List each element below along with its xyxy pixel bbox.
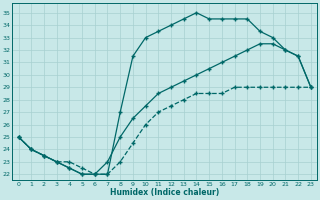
X-axis label: Humidex (Indice chaleur): Humidex (Indice chaleur): [110, 188, 219, 197]
